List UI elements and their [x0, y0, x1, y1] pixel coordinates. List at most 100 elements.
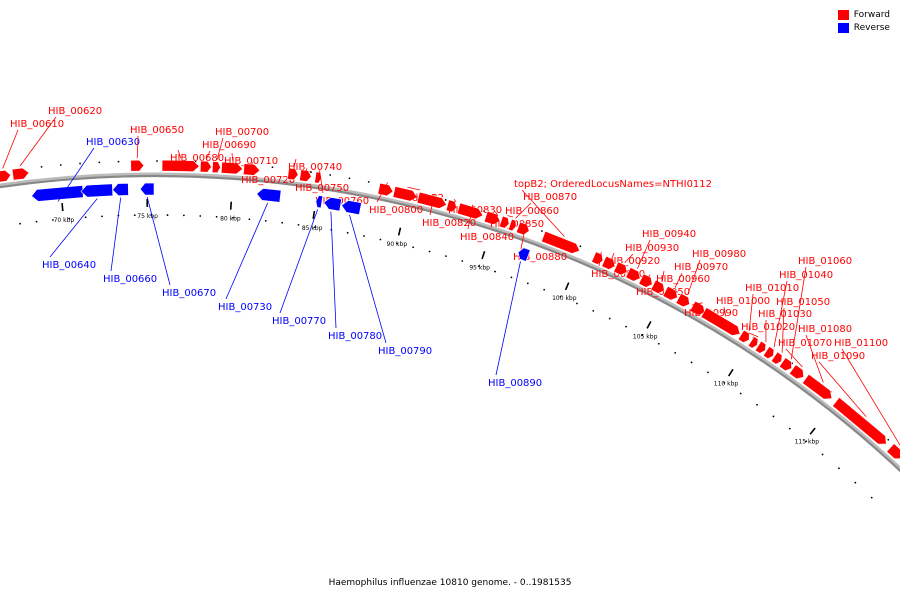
- gene-connector: [612, 252, 615, 258]
- minor-tick-below: [559, 295, 562, 298]
- minor-tick-below: [592, 309, 595, 312]
- gene-connector: [624, 253, 634, 263]
- gene-label: topB2; OrderedLocusNames=NTHI0112: [514, 179, 712, 190]
- gene-arrow: [242, 163, 261, 176]
- gene-arrow: [675, 292, 690, 308]
- minor-tick-below: [526, 282, 529, 285]
- gene-connector: [643, 274, 651, 285]
- gene-connector: [674, 272, 683, 288]
- gene-connector: [598, 251, 602, 267]
- tick-label: 85 kbp: [302, 225, 323, 232]
- tick-label: 95 kbp: [469, 264, 490, 271]
- gene-arrow: [762, 346, 775, 360]
- gene-connector: [225, 202, 269, 300]
- minor-tick-below: [314, 226, 316, 229]
- gene-arrow: [886, 443, 900, 460]
- gene-label: HIB_00940: [642, 229, 696, 240]
- minor-tick-below: [51, 219, 54, 221]
- minor-tick-below: [674, 352, 677, 354]
- minor-tick-below: [19, 222, 22, 225]
- legend-forward-swatch: [837, 10, 849, 20]
- minor-tick-above: [40, 165, 43, 168]
- gene-label: HIB_00650: [130, 125, 184, 136]
- gene-label: HIB_00660: [103, 274, 157, 285]
- gene-connector: [515, 202, 532, 219]
- minor-tick-below: [772, 415, 775, 418]
- gene-connector: [494, 211, 499, 217]
- gene-arrow: [498, 215, 510, 229]
- gene-arrow: [31, 185, 84, 202]
- gene-label: HIB_01020: [741, 322, 795, 333]
- gene-label: HIB_00920: [606, 256, 660, 267]
- gene-arrow: [112, 183, 129, 196]
- minor-tick-below: [854, 481, 857, 484]
- tick-label: 90 kbp: [387, 241, 408, 248]
- gene-connector: [205, 150, 211, 160]
- major-tick: [564, 282, 570, 291]
- gene-label: HIB_00910: [591, 269, 645, 280]
- gene-arrow: [211, 161, 221, 174]
- gene-connector: [302, 168, 308, 181]
- gene-label: HIB_01080: [798, 324, 852, 335]
- minor-tick-below: [101, 215, 103, 218]
- backbone-shadow: [0, 172, 900, 471]
- gene-arrow: [80, 183, 114, 198]
- gene-label: HIB_00880: [513, 252, 567, 263]
- gene-label: HIB_00950: [636, 287, 690, 298]
- gene-connector: [637, 239, 651, 269]
- minor-tick-below: [723, 381, 726, 384]
- gene-connector: [279, 209, 319, 314]
- gene-arrow: [315, 195, 324, 209]
- minor-tick-above: [367, 180, 370, 183]
- gene-label: HIB_00840: [460, 232, 514, 243]
- gene-connector: [248, 162, 253, 173]
- gene-connector: [57, 147, 95, 202]
- genome-caption: Haemophilus influenzae 10810 genome. - 0…: [328, 578, 572, 588]
- gene-label: HIB_00700: [215, 127, 269, 138]
- gene-arrow: [11, 167, 30, 181]
- minor-tick-below: [445, 255, 447, 258]
- gene-connector: [293, 158, 297, 167]
- gene-arrow: [392, 186, 418, 202]
- tick-label: 80 kbp: [220, 216, 241, 223]
- minor-tick-below: [166, 214, 169, 216]
- gene-label: HIB_00710: [224, 156, 278, 167]
- gene-label: HIB_00670: [162, 288, 216, 299]
- minor-tick-below: [428, 250, 431, 253]
- minor-tick-below: [707, 371, 709, 374]
- minor-tick-below: [739, 392, 742, 395]
- gene-label: HIB_00770: [272, 316, 326, 327]
- gene-connector: [818, 361, 867, 417]
- tick-label: 115 kbp: [795, 438, 820, 445]
- minor-tick-below: [133, 214, 136, 217]
- gene-connector: [687, 259, 701, 295]
- gene-label: HIB_00760: [315, 196, 369, 207]
- minor-tick-below: [510, 276, 513, 279]
- gene-arrow: [483, 210, 501, 225]
- gene-connector: [330, 211, 337, 329]
- minor-tick-below: [297, 223, 300, 226]
- minor-tick-below: [788, 427, 791, 430]
- gene-label: HIB_00690: [202, 140, 256, 151]
- gene-arrow: [700, 307, 741, 336]
- gene-label: HIB_00620: [48, 106, 102, 117]
- gene-connector: [216, 137, 224, 160]
- gene-label: HIB_01000: [716, 296, 770, 307]
- gene-label: HIB_00930: [625, 243, 679, 254]
- major-tick: [312, 210, 316, 220]
- gene-connector: [723, 306, 727, 317]
- gene-label: HIB_00610: [10, 119, 64, 130]
- minor-tick-below: [395, 242, 398, 245]
- gene-arrow: [778, 357, 792, 372]
- major-tick: [61, 202, 64, 212]
- major-tick: [727, 368, 734, 377]
- gene-connector: [19, 116, 57, 167]
- gene-arrow: [832, 396, 887, 445]
- major-tick: [229, 201, 233, 210]
- gene-connector: [177, 149, 182, 159]
- gene-arrow: [613, 261, 628, 276]
- gene-label: HIB_00890: [488, 378, 542, 389]
- minor-tick-below: [264, 219, 267, 222]
- minor-tick-above: [117, 160, 120, 163]
